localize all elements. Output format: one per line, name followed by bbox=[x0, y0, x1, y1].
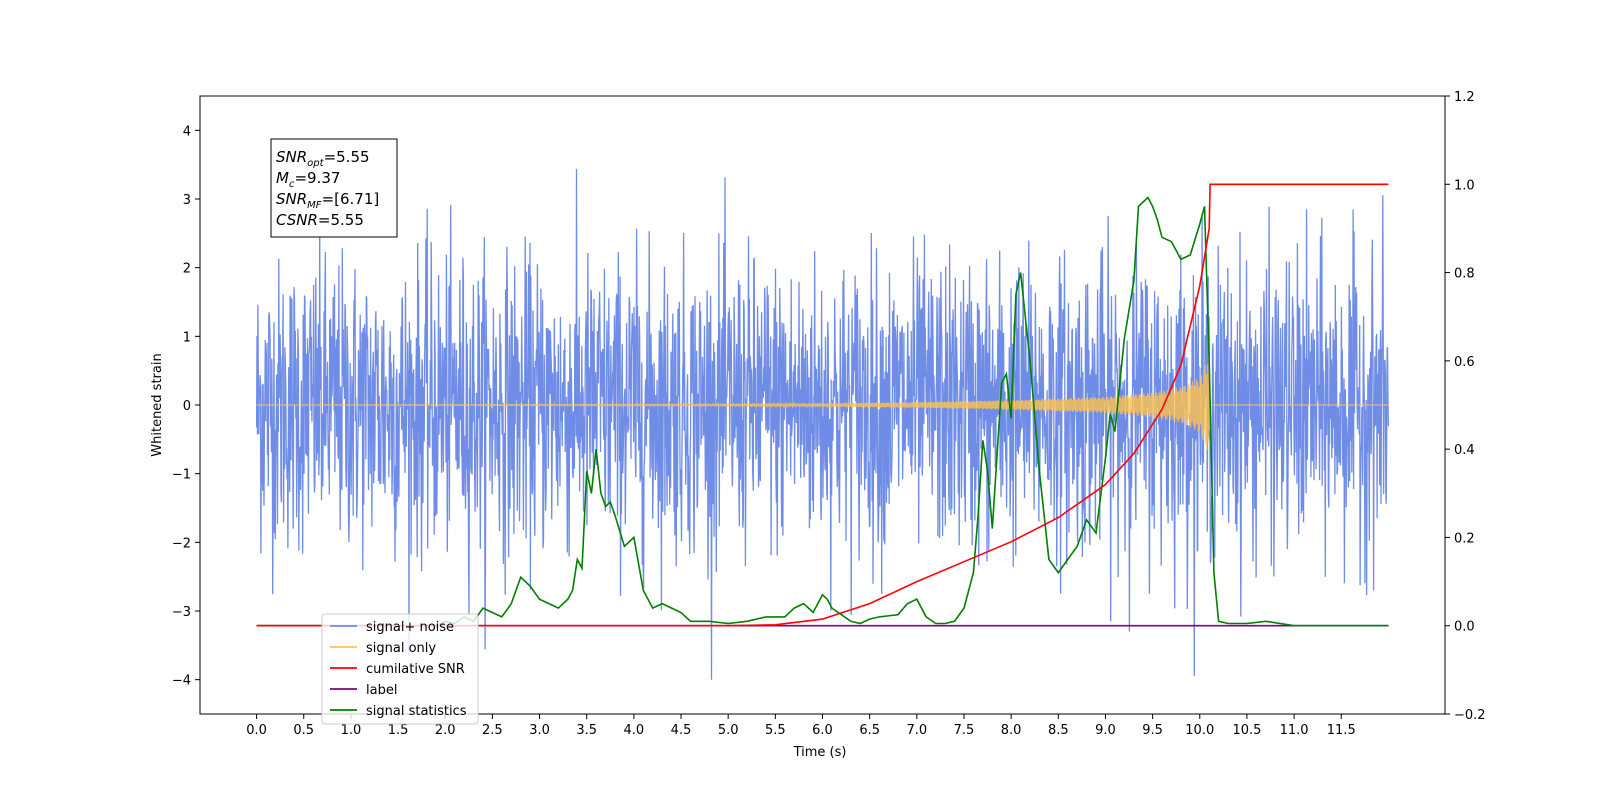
legend-label: cumilative SNR bbox=[366, 662, 465, 677]
y-axis-label: Whitened strain bbox=[150, 353, 165, 456]
x-tick-label: 7.5 bbox=[954, 723, 975, 738]
y-left-tick-label: −1 bbox=[172, 468, 191, 483]
x-tick-label: 1.0 bbox=[341, 723, 362, 738]
y-right-tick-label: 0.4 bbox=[1454, 443, 1475, 458]
x-tick-label: 2.5 bbox=[482, 723, 503, 738]
y-right-tick-label: −0.2 bbox=[1454, 708, 1486, 723]
annotation-line: SNRopt=5.55 bbox=[276, 148, 370, 169]
y-left-tick-label: 4 bbox=[183, 124, 191, 139]
x-axis-label: Time (s) bbox=[793, 745, 847, 760]
x-tick-label: 4.5 bbox=[671, 723, 692, 738]
annotation-line: CSNR=5.55 bbox=[276, 211, 364, 229]
x-tick-label: 1.5 bbox=[388, 723, 409, 738]
y-left-tick-label: 2 bbox=[183, 262, 191, 277]
y-left-tick-label: −2 bbox=[172, 536, 191, 551]
x-tick-label: 6.0 bbox=[812, 723, 833, 738]
y-left-tick-label: 0 bbox=[183, 399, 191, 414]
x-tick-label: 0.5 bbox=[293, 723, 314, 738]
x-tick-label: 6.5 bbox=[859, 723, 880, 738]
x-tick-label: 5.5 bbox=[765, 723, 786, 738]
series-signal-statistics bbox=[256, 196, 1389, 627]
legend-label: signal only bbox=[366, 641, 436, 656]
x-tick-label: 0.0 bbox=[246, 723, 267, 738]
y-left-tick-label: 1 bbox=[183, 330, 191, 345]
series-layer bbox=[255, 168, 1390, 680]
y-right-tick-label: 0.8 bbox=[1454, 267, 1475, 282]
x-tick-label: 9.0 bbox=[1095, 723, 1116, 738]
y-right-tick-label: 1.2 bbox=[1454, 90, 1475, 105]
y-axis-left: 4 3 2 1 0 −1 −2 −3 −4 bbox=[172, 124, 200, 689]
y-left-tick-label: −3 bbox=[172, 605, 191, 620]
x-tick-label: 10.5 bbox=[1232, 723, 1261, 738]
series-cumulative-snr bbox=[256, 183, 1389, 627]
y-right-tick-label: 0.2 bbox=[1454, 531, 1475, 546]
annotation-line: SNRMF=[6.71] bbox=[276, 190, 379, 211]
x-tick-label: 3.0 bbox=[529, 723, 550, 738]
legend-label: label bbox=[366, 683, 397, 698]
x-tick-label: 2.0 bbox=[435, 723, 456, 738]
annotation-line: Mc=9.37 bbox=[276, 169, 340, 190]
legend-label: signal+ noise bbox=[366, 620, 454, 635]
x-tick-label: 11.0 bbox=[1280, 723, 1309, 738]
x-tick-label: 10.0 bbox=[1185, 723, 1214, 738]
legend: signal+ noise signal only cumilative SNR la… bbox=[321, 613, 479, 725]
y-left-tick-label: 3 bbox=[183, 193, 191, 208]
x-tick-label: 8.5 bbox=[1048, 723, 1069, 738]
x-tick-label: 8.0 bbox=[1001, 723, 1022, 738]
x-tick-label: 7.0 bbox=[906, 723, 927, 738]
y-axis-right: 1.2 1.0 0.8 0.6 0.4 0.2 0.0 −0.2 bbox=[1445, 90, 1486, 723]
x-axis: 0.0 0.5 1.0 1.5 2.0 2.5 3.0 3.5 4.0 4.5 5.0 5.5 6.0 6… bbox=[246, 714, 1356, 738]
x-tick-label: 5.0 bbox=[718, 723, 739, 738]
legend-label: signal statistics bbox=[366, 704, 467, 719]
series-signal-noise bbox=[255, 168, 1390, 680]
y-right-tick-label: 0.0 bbox=[1454, 620, 1475, 635]
x-tick-label: 11.5 bbox=[1327, 723, 1356, 738]
x-tick-label: 3.5 bbox=[576, 723, 597, 738]
y-right-tick-label: 0.6 bbox=[1454, 355, 1475, 370]
series-signal-only bbox=[256, 354, 1389, 451]
x-tick-label: 9.5 bbox=[1142, 723, 1163, 738]
y-left-tick-label: −4 bbox=[172, 674, 191, 689]
x-tick-label: 4.0 bbox=[624, 723, 645, 738]
y-right-tick-label: 1.0 bbox=[1454, 178, 1475, 193]
